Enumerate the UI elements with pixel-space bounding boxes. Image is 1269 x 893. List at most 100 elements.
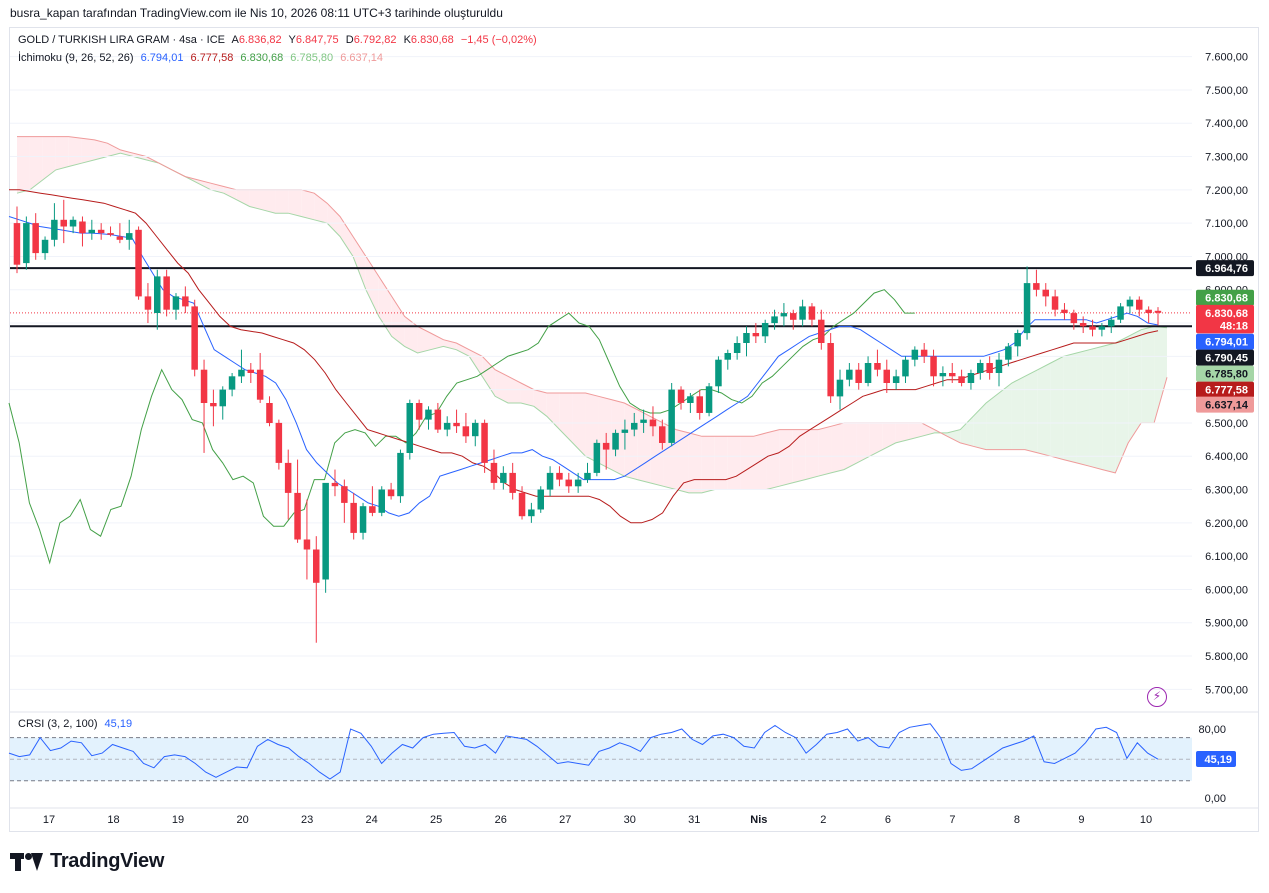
crsi-name[interactable]: CRSI (3, 2, 100) [18, 718, 98, 730]
ichimoku-base-value: 6.777,58 [190, 52, 234, 64]
candle [752, 323, 760, 344]
candle-body [434, 409, 442, 430]
candle-body [808, 306, 816, 320]
candle [472, 419, 479, 447]
candle-body [602, 442, 610, 450]
candle [874, 349, 881, 377]
candle [200, 359, 208, 453]
candle-body [986, 363, 993, 373]
candle-body [621, 429, 629, 433]
candle-body [41, 239, 49, 254]
candle-body [874, 363, 881, 370]
cloud-segment [288, 189, 302, 217]
candle-body [500, 472, 507, 483]
cloud-segment [236, 189, 250, 207]
candle [967, 369, 975, 390]
candle-body [631, 422, 638, 430]
price-tick-label: 6.400,00 [1205, 451, 1248, 463]
crsi-value-badge: 45,19 [1196, 751, 1236, 768]
close-label: K [403, 34, 411, 46]
cloud-segment [960, 416, 974, 447]
candle-body [761, 323, 769, 337]
candle-body [920, 349, 928, 357]
candle-body [322, 482, 329, 580]
candle [210, 389, 217, 427]
price-tick-label: 6.200,00 [1205, 518, 1248, 530]
cloud-segment [94, 139, 108, 160]
cloud-segment [921, 422, 935, 437]
candle [1042, 283, 1049, 307]
cloud-segment [327, 203, 341, 237]
candle-body [247, 369, 254, 373]
ichimoku-legend[interactable]: İchimoku (9, 26, 52, 26) 6.794,01 6.777,… [18, 52, 387, 64]
crsi-tick-label: 0,00 [1205, 793, 1226, 805]
candle [855, 363, 862, 390]
candle [902, 356, 909, 383]
candle-body [836, 379, 844, 397]
candle [949, 363, 956, 383]
candle [687, 392, 694, 413]
symbol-name[interactable]: GOLD / TURKISH LIRA GRAM · 4sa · ICE [18, 34, 226, 46]
candle-body [79, 221, 86, 234]
candle-body [23, 223, 30, 264]
candle [1051, 289, 1059, 317]
cloud-segment [727, 436, 741, 490]
time-axis: 17 18 19 20 23 24 25 26 27 30 31 Nis 2 6 7 8 9 10 [10, 807, 1258, 826]
candle [116, 223, 124, 244]
candle-body [696, 396, 703, 413]
candle [584, 462, 591, 483]
candle [51, 203, 58, 247]
crsi-legend[interactable]: CRSI (3, 2, 100) 45,19 [18, 718, 136, 730]
candle [1079, 316, 1087, 334]
cloud-segment [275, 189, 289, 214]
price-tick-label: 7.400,00 [1205, 118, 1248, 130]
cloud-segment [1102, 343, 1116, 473]
cloud-segment [1076, 349, 1090, 467]
cloud-segment [675, 429, 689, 493]
candle [425, 406, 432, 430]
candle-body [228, 376, 236, 390]
ichimoku-name[interactable]: İchimoku (9, 26, 52, 26) [18, 52, 134, 64]
candle [1154, 307, 1162, 326]
high-value: 6.847,75 [295, 34, 339, 46]
candle-body [518, 492, 526, 517]
candle-body [369, 506, 376, 513]
cloud-segment [55, 136, 69, 170]
tradingview-logo[interactable]: TradingView [10, 850, 164, 873]
time-tick-label: 6 [885, 814, 891, 826]
candle [1005, 343, 1012, 367]
candle-body [677, 389, 685, 403]
candle [574, 472, 582, 493]
candle [313, 536, 320, 643]
cloud-segment [637, 409, 651, 483]
price-axis-badge: 6.830,68 [1196, 304, 1254, 321]
candle-body [69, 219, 77, 227]
candle [359, 502, 367, 540]
cloud-segment [766, 429, 780, 490]
cloud-segment [895, 422, 909, 443]
price-tick-label: 7.300,00 [1205, 152, 1248, 164]
candle [790, 309, 797, 330]
cloud-segment [740, 436, 754, 490]
candle-body [210, 403, 217, 407]
candle-body [116, 236, 124, 240]
candle-body [275, 422, 283, 463]
candle-body [163, 276, 170, 310]
base-line [9, 189, 1159, 524]
candle [88, 219, 95, 240]
candle-body [387, 489, 395, 497]
candle [284, 449, 292, 520]
candle [13, 206, 21, 274]
chart-frame [9, 27, 1259, 832]
candle [387, 482, 395, 500]
candle [631, 412, 638, 437]
candle-body [350, 502, 357, 533]
time-tick-label: 27 [559, 814, 571, 826]
candle-body [359, 506, 367, 533]
candle-body [182, 296, 189, 307]
candle [565, 472, 572, 493]
lightning-icon[interactable]: ⚡ [1147, 687, 1167, 707]
candle [191, 299, 198, 377]
candle [275, 419, 283, 470]
